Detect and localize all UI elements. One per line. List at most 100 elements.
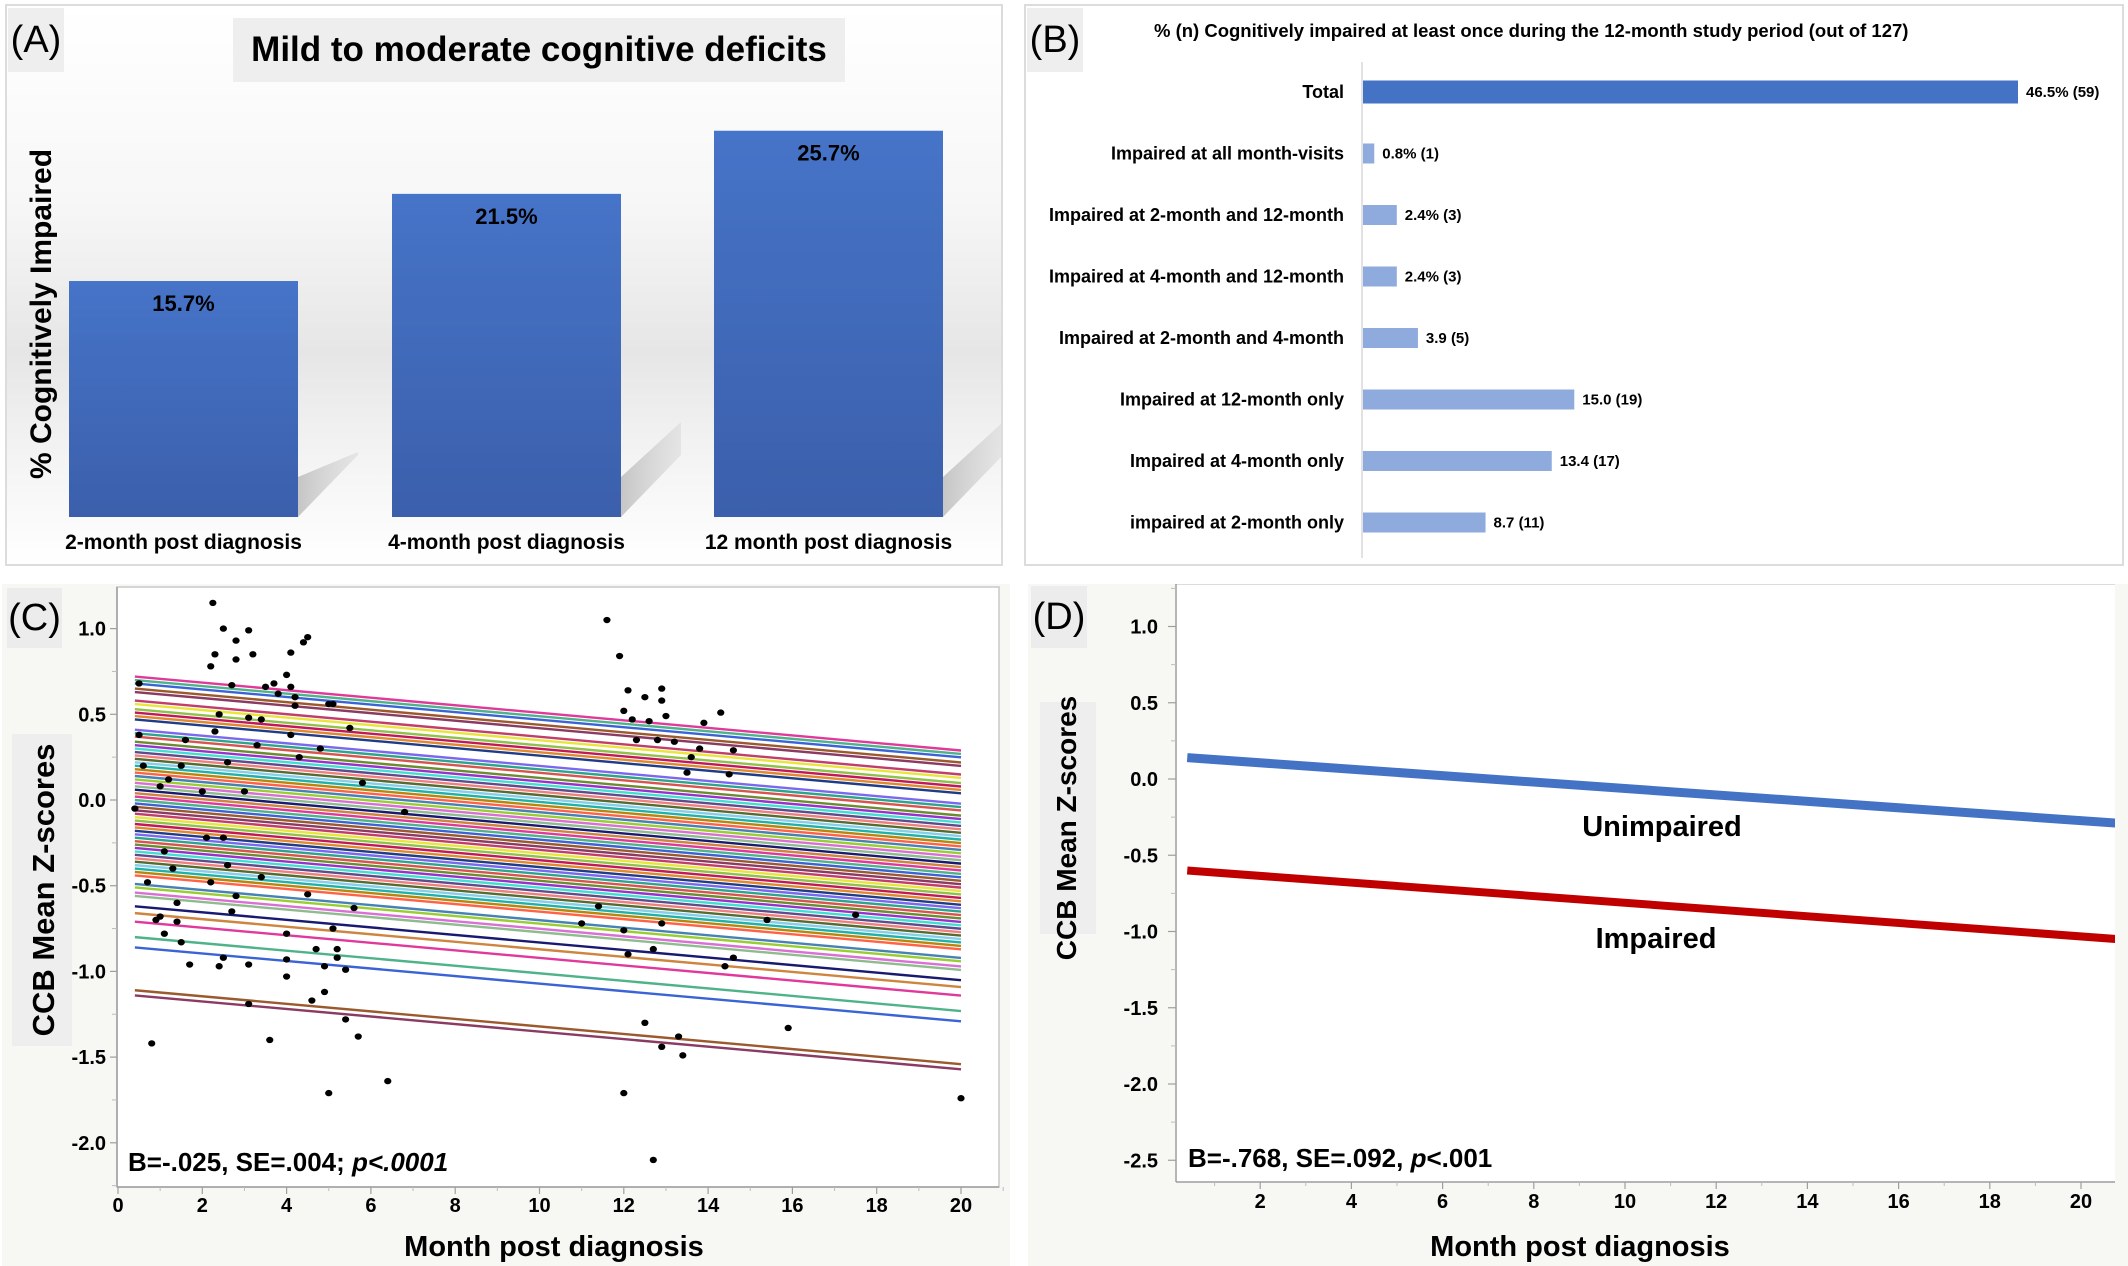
regression-line xyxy=(134,819,962,896)
regression-line xyxy=(134,750,962,828)
category-label: Impaired at 12-month only xyxy=(1120,390,1344,410)
y-tick-label: 1.0 xyxy=(1130,617,1158,639)
regression-line xyxy=(134,747,962,824)
x-tick-label: 6 xyxy=(1437,1191,1448,1213)
data-point xyxy=(215,711,223,718)
data-point xyxy=(156,783,164,790)
bar-data-label: 21.5% xyxy=(475,204,537,229)
x-tick-label: 6 xyxy=(365,1195,376,1217)
data-point xyxy=(219,954,227,961)
data-point xyxy=(784,1024,792,1032)
y-tick-label: -2.5 xyxy=(1124,1150,1158,1172)
data-point xyxy=(287,683,295,691)
regression-line xyxy=(134,707,962,785)
regression-line xyxy=(134,860,962,937)
regression-line xyxy=(134,867,962,944)
x-tick-label: 14 xyxy=(697,1195,720,1217)
regression-line xyxy=(134,809,962,886)
regression-line xyxy=(134,833,962,910)
data-point xyxy=(283,973,291,980)
regression-line xyxy=(134,891,962,968)
x-tick-label: 18 xyxy=(866,1195,888,1217)
regression-line xyxy=(134,682,962,759)
data-point xyxy=(316,745,324,752)
regression-line xyxy=(134,894,962,972)
y-tick-label: -1.0 xyxy=(1124,922,1158,944)
bar-shadow xyxy=(298,452,358,517)
bar-shadow xyxy=(621,422,681,517)
chart-d-label-unimpaired: Unimpaired xyxy=(1582,811,1742,843)
regression-line xyxy=(134,771,962,848)
regression-line xyxy=(134,728,962,805)
regression-line xyxy=(134,994,962,1071)
regression-line xyxy=(134,774,962,852)
x-tick-label: 20 xyxy=(2070,1191,2092,1213)
data-point xyxy=(257,873,265,881)
data-point xyxy=(245,627,253,634)
data-point xyxy=(135,680,143,687)
bar-data-label: 15.0 (19) xyxy=(1582,392,1642,409)
data-point xyxy=(641,1019,649,1027)
panel-c-tag: (C) xyxy=(7,588,62,648)
data-point xyxy=(283,930,291,937)
data-point xyxy=(615,652,624,660)
chart-c-xlabel: Month post diagnosis xyxy=(404,1231,704,1263)
bar-data-label: 46.5% (59) xyxy=(2026,84,2099,101)
data-point xyxy=(173,918,181,925)
bar-data-label: 8.7 (11) xyxy=(1494,515,1545,532)
data-point xyxy=(228,908,236,915)
regression-line xyxy=(134,843,962,920)
data-point xyxy=(245,961,253,968)
bar xyxy=(1363,205,1397,225)
bar-data-label: 0.8% (1) xyxy=(1382,146,1439,163)
y-tick-label: -1.5 xyxy=(1124,998,1158,1020)
data-point xyxy=(223,861,232,869)
data-point xyxy=(209,599,217,607)
panel-a: (A) Mild to moderate cognitive deficits … xyxy=(5,4,1003,566)
data-point xyxy=(177,939,185,946)
data-point xyxy=(169,865,177,872)
x-tick-label: 16 xyxy=(781,1195,803,1217)
bar-data-label: 2.4% (3) xyxy=(1405,269,1462,286)
data-point xyxy=(270,680,278,687)
chart-d-annotation: B=-.768, SE=.092, p<.001 xyxy=(1188,1143,1492,1173)
bar xyxy=(392,193,621,518)
data-point xyxy=(131,805,139,812)
regression-line xyxy=(134,920,962,997)
series-line-unimpaired xyxy=(1186,753,2115,828)
bar xyxy=(1363,328,1418,348)
data-point xyxy=(721,963,729,970)
data-point xyxy=(700,719,708,727)
bar xyxy=(69,281,298,517)
category-label: Total xyxy=(1302,82,1344,102)
regression-line xyxy=(134,829,962,906)
regression-line xyxy=(134,850,962,927)
data-point xyxy=(333,945,341,953)
regression-line xyxy=(134,839,962,917)
data-point xyxy=(658,685,666,692)
data-point xyxy=(186,961,194,968)
data-point xyxy=(346,724,354,732)
chart-a-title: Mild to moderate cognitive deficits xyxy=(251,30,827,69)
data-point xyxy=(624,951,632,958)
data-point xyxy=(649,945,657,953)
category-label: Impaired at 2-month and 4-month xyxy=(1059,328,1344,348)
regression-line xyxy=(134,699,962,776)
data-point xyxy=(658,697,666,704)
category-label: impaired at 2-month only xyxy=(1130,513,1344,533)
data-point xyxy=(249,651,257,658)
data-point xyxy=(325,1089,333,1097)
data-point xyxy=(181,736,190,744)
regression-line xyxy=(134,826,962,903)
chart-b-title: % (n) Cognitively impaired at least once… xyxy=(1154,20,1908,41)
data-point xyxy=(763,916,771,924)
regression-line xyxy=(134,767,962,845)
data-point xyxy=(662,712,670,720)
data-point xyxy=(333,954,341,961)
panel-d-tag: (D) xyxy=(1031,586,1087,648)
data-point xyxy=(696,745,704,752)
data-point xyxy=(852,911,860,919)
data-point xyxy=(283,671,291,679)
data-point xyxy=(304,633,312,641)
data-point xyxy=(384,1077,392,1085)
